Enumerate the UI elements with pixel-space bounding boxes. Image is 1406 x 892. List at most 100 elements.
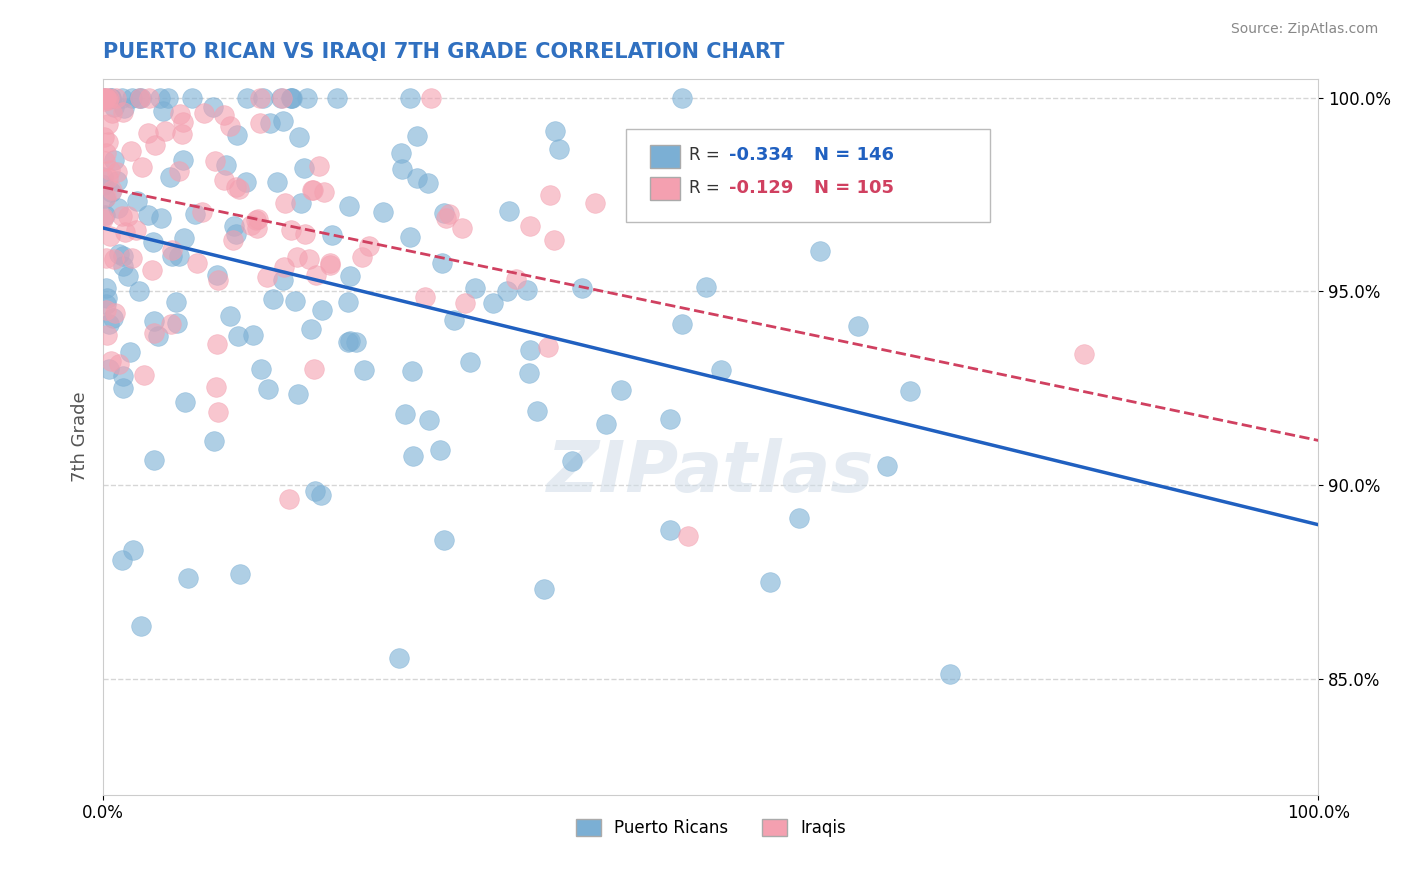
Point [212, 172, 235, 186]
Point [308, 159, 330, 173]
Point [103, 252, 125, 267]
Point [676, 529, 699, 543]
Point [266, 175, 288, 189]
Point [104, 306, 127, 320]
Point [671, 91, 693, 105]
Point [288, 130, 311, 145]
Point [399, 91, 422, 105]
Point [152, 103, 174, 118]
Point [112, 260, 135, 274]
Point [278, 492, 301, 507]
Point [202, 434, 225, 448]
Point [111, 91, 134, 105]
Point [571, 281, 593, 295]
Text: R =: R = [689, 179, 725, 197]
Text: R =: R = [689, 146, 725, 164]
Point [336, 335, 359, 350]
Point [96, 297, 118, 311]
Point [224, 219, 246, 234]
Point [218, 119, 240, 133]
Point [193, 106, 215, 120]
Point [207, 273, 229, 287]
Point [250, 361, 273, 376]
Point [295, 91, 318, 105]
Point [808, 244, 831, 258]
Point [538, 187, 561, 202]
Point [169, 107, 191, 121]
Point [519, 219, 541, 233]
Point [460, 355, 482, 369]
Point [129, 91, 152, 105]
Point [103, 153, 125, 168]
Text: PUERTO RICAN VS IRAQI 7TH GRADE CORRELATION CHART: PUERTO RICAN VS IRAQI 7TH GRADE CORRELAT… [103, 42, 785, 62]
Point [759, 574, 782, 589]
Point [309, 488, 332, 502]
Point [1073, 347, 1095, 361]
Point [610, 383, 633, 397]
Point [111, 369, 134, 384]
Point [846, 318, 869, 333]
Point [91, 91, 114, 105]
Point [252, 91, 274, 105]
Point [100, 91, 122, 105]
Point [359, 239, 381, 253]
Point [186, 255, 208, 269]
Point [301, 183, 323, 197]
Point [93, 178, 115, 192]
Point [339, 334, 361, 348]
Point [443, 313, 465, 327]
FancyBboxPatch shape [650, 178, 681, 201]
Legend: Puerto Ricans, Iraqis: Puerto Ricans, Iraqis [569, 812, 852, 844]
Point [111, 381, 134, 395]
Point [543, 233, 565, 247]
Point [321, 227, 343, 242]
Point [117, 268, 139, 283]
Point [143, 326, 166, 340]
Point [149, 91, 172, 105]
Point [353, 363, 375, 377]
Point [280, 91, 302, 105]
Point [117, 209, 139, 223]
Point [138, 208, 160, 222]
Point [93, 94, 115, 108]
Point [114, 225, 136, 239]
Point [94, 191, 117, 205]
Text: N = 105: N = 105 [814, 179, 894, 197]
Point [173, 231, 195, 245]
Point [120, 145, 142, 159]
Point [658, 523, 681, 537]
Point [97, 317, 120, 331]
Point [107, 247, 129, 261]
Point [671, 318, 693, 332]
Text: -0.334: -0.334 [728, 146, 793, 164]
Point [111, 250, 134, 264]
Point [136, 126, 159, 140]
Point [172, 127, 194, 141]
Point [294, 227, 316, 241]
Point [98, 361, 121, 376]
Point [127, 194, 149, 208]
Point [219, 310, 242, 324]
Point [166, 317, 188, 331]
Point [134, 368, 156, 382]
Point [388, 651, 411, 665]
Point [350, 250, 373, 264]
Point [142, 235, 165, 249]
Point [110, 209, 132, 223]
Point [94, 145, 117, 160]
Point [165, 295, 187, 310]
Point [228, 182, 250, 196]
Point [225, 179, 247, 194]
Text: Source: ZipAtlas.com: Source: ZipAtlas.com [1230, 22, 1378, 37]
Point [290, 196, 312, 211]
Point [304, 361, 326, 376]
Point [128, 91, 150, 105]
Point [108, 357, 131, 371]
FancyBboxPatch shape [626, 128, 990, 222]
Point [131, 160, 153, 174]
Point [496, 284, 519, 298]
Point [212, 108, 235, 122]
Point [311, 302, 333, 317]
Point [273, 260, 295, 274]
Point [101, 183, 124, 197]
